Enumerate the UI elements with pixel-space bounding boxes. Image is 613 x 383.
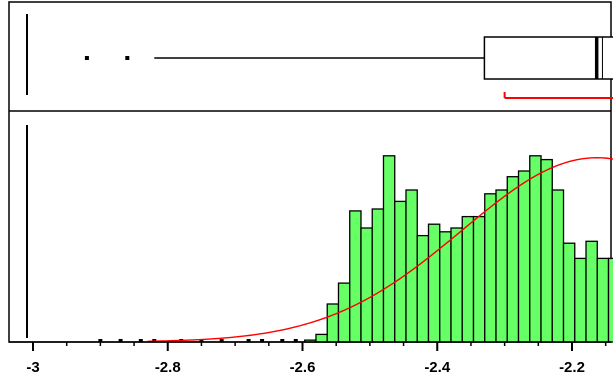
histogram-bar — [540, 158, 553, 343]
tail-bar — [260, 339, 265, 342]
tail-bar — [98, 339, 103, 342]
histogram-bar — [416, 234, 430, 343]
histogram-bar — [484, 193, 497, 343]
x-tick-label: -3 — [26, 359, 39, 376]
tail-bar — [280, 339, 285, 342]
histogram-bar — [472, 215, 486, 343]
histogram-bar — [607, 257, 613, 343]
x-tick-label: -2.8 — [155, 359, 181, 376]
x-axis-tick-labels: -3-2.8-2.6-2.4-2.2-2-1.8-1.6 — [26, 359, 585, 376]
histogram-bar — [450, 227, 463, 343]
histogram-bar — [394, 200, 407, 343]
histogram-bar — [495, 189, 508, 343]
histogram-bar — [529, 155, 542, 343]
histogram-bar — [585, 240, 598, 343]
tail-bar — [293, 339, 298, 342]
histogram-bar — [517, 170, 531, 343]
histogram-bar — [326, 303, 340, 343]
x-tick-label: -2.2 — [559, 359, 585, 376]
histogram-bar — [562, 242, 576, 343]
histogram-bar — [461, 215, 475, 343]
histogram-bar — [574, 257, 587, 343]
histogram-bar — [360, 227, 373, 343]
boxplot — [84, 36, 613, 99]
histogram-bar — [405, 189, 418, 343]
histogram-bar — [315, 333, 328, 343]
x-tick-label: -2.6 — [290, 359, 316, 376]
tail-bar — [138, 339, 143, 342]
histogram-bar — [382, 155, 396, 343]
x-axis-ticks — [32, 342, 607, 351]
boxplot-outlier — [84, 56, 89, 60]
tail-bar — [219, 339, 224, 342]
density-curve — [147, 156, 613, 342]
histogram-bar — [439, 231, 452, 343]
tail-bar — [118, 339, 123, 342]
tail-bar — [199, 339, 204, 342]
tail-bar — [246, 339, 251, 342]
histogram-bar — [371, 208, 385, 343]
histogram-bars — [304, 155, 613, 343]
histogram-bar — [427, 223, 441, 343]
boxplot-box — [483, 36, 613, 80]
histogram-bar — [596, 257, 610, 343]
histogram-bar — [349, 210, 362, 343]
histogram-bar — [506, 176, 520, 343]
x-tick-label: -2.4 — [424, 359, 451, 376]
boxplot-outlier — [125, 56, 130, 60]
histogram-bar — [551, 189, 565, 343]
